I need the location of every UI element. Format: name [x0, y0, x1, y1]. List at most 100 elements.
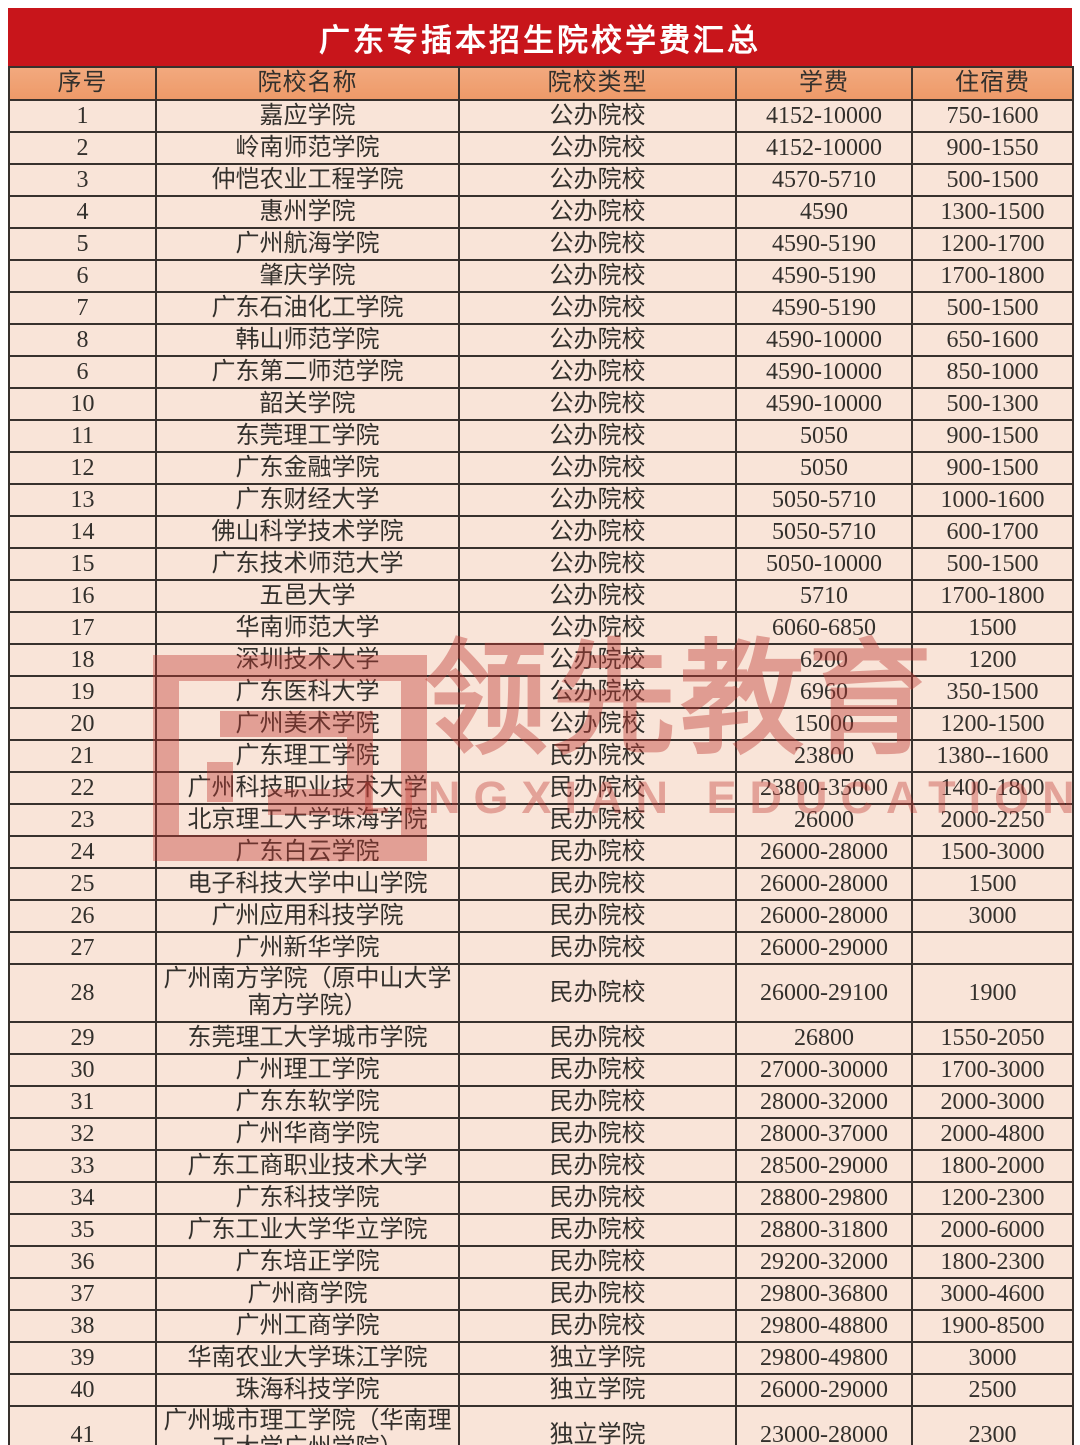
cell-tuition-fee: 4152-10000 — [735, 131, 913, 165]
cell-tuition-fee: 29800-49800 — [735, 1341, 913, 1375]
table-row: 4 惠州学院 公办院校 4590 1300-1500 — [8, 195, 1074, 229]
cell-accommodation-fee: 1300-1500 — [911, 195, 1074, 229]
cell-tuition-fee: 26000-28000 — [735, 899, 913, 933]
cell-serial-number: 24 — [8, 835, 157, 869]
cell-accommodation-fee: 1200-1500 — [911, 707, 1074, 741]
cell-institution-type: 公办院校 — [458, 259, 737, 293]
cell-institution-name: 佛山科学技术学院 — [155, 515, 460, 549]
cell-institution-type: 民办院校 — [458, 867, 737, 901]
table-row: 6 肇庆学院 公办院校 4590-5190 1700-1800 — [8, 259, 1074, 293]
cell-accommodation-fee: 2000-4800 — [911, 1117, 1074, 1151]
table-row: 16 五邑大学 公办院校 5710 1700-1800 — [8, 579, 1074, 613]
cell-accommodation-fee: 1380--1600 — [911, 739, 1074, 773]
cell-tuition-fee: 28800-29800 — [735, 1181, 913, 1215]
table-row: 34 广东科技学院 民办院校 28800-29800 1200-2300 — [8, 1181, 1074, 1215]
table-row: 30 广州理工学院 民办院校 27000-30000 1700-3000 — [8, 1053, 1074, 1087]
cell-institution-name: 珠海科技学院 — [155, 1373, 460, 1407]
cell-serial-number: 21 — [8, 739, 157, 773]
cell-institution-name: 广东财经大学 — [155, 483, 460, 517]
table-body: 1 嘉应学院 公办院校 4152-10000 750-1600 2 岭南师范学院 公办院校 41… — [8, 99, 1074, 1445]
table-row: 19 广东医科大学 公办院校 6960 350-1500 — [8, 675, 1074, 709]
cell-institution-name: 广州商学院 — [155, 1277, 460, 1311]
cell-institution-type: 民办院校 — [458, 963, 737, 1023]
cell-accommodation-fee: 2000-2250 — [911, 803, 1074, 837]
cell-institution-type: 公办院校 — [458, 163, 737, 197]
cell-serial-number: 33 — [8, 1149, 157, 1183]
cell-institution-name: 广州华商学院 — [155, 1117, 460, 1151]
cell-accommodation-fee: 1500 — [911, 611, 1074, 645]
cell-tuition-fee: 29800-48800 — [735, 1309, 913, 1343]
cell-institution-name: 广州城市理工学院（华南理工大学广州学院） — [155, 1405, 460, 1445]
cell-institution-type: 民办院校 — [458, 1085, 737, 1119]
table-row: 35 广东工业大学华立学院 民办院校 28800-31800 2000-6000 — [8, 1213, 1074, 1247]
cell-tuition-fee: 28500-29000 — [735, 1149, 913, 1183]
cell-accommodation-fee: 1800-2000 — [911, 1149, 1074, 1183]
cell-serial-number: 22 — [8, 771, 157, 805]
cell-institution-name: 惠州学院 — [155, 195, 460, 229]
table-row: 40 珠海科技学院 独立学院 26000-29000 2500 — [8, 1373, 1074, 1407]
cell-institution-type: 公办院校 — [458, 99, 737, 133]
cell-serial-number: 40 — [8, 1373, 157, 1407]
cell-accommodation-fee: 500-1500 — [911, 163, 1074, 197]
cell-institution-type: 公办院校 — [458, 387, 737, 421]
table-row: 29 东莞理工大学城市学院 民办院校 26800 1550-2050 — [8, 1021, 1074, 1055]
cell-institution-type: 公办院校 — [458, 451, 737, 485]
cell-tuition-fee: 5050-5710 — [735, 515, 913, 549]
cell-institution-type: 公办院校 — [458, 643, 737, 677]
table-row: 25 电子科技大学中山学院 民办院校 26000-28000 1500 — [8, 867, 1074, 901]
cell-tuition-fee: 28000-32000 — [735, 1085, 913, 1119]
cell-institution-type: 民办院校 — [458, 1117, 737, 1151]
cell-institution-name: 广东理工学院 — [155, 739, 460, 773]
cell-institution-type: 民办院校 — [458, 931, 737, 965]
cell-tuition-fee: 26800 — [735, 1021, 913, 1055]
cell-institution-name: 华南农业大学珠江学院 — [155, 1341, 460, 1375]
cell-accommodation-fee: 650-1600 — [911, 323, 1074, 357]
cell-tuition-fee: 23800 — [735, 739, 913, 773]
cell-tuition-fee: 4590-10000 — [735, 355, 913, 389]
table-row: 5 广州航海学院 公办院校 4590-5190 1200-1700 — [8, 227, 1074, 261]
cell-accommodation-fee: 900-1500 — [911, 451, 1074, 485]
cell-institution-name: 广州工商学院 — [155, 1309, 460, 1343]
cell-institution-type: 民办院校 — [458, 739, 737, 773]
cell-institution-name: 仲恺农业工程学院 — [155, 163, 460, 197]
table-row: 22 广州科技职业技术大学 民办院校 23800-35000 1400-1800 — [8, 771, 1074, 805]
cell-tuition-fee: 4590 — [735, 195, 913, 229]
cell-accommodation-fee: 2300 — [911, 1405, 1074, 1445]
cell-accommodation-fee: 500-1300 — [911, 387, 1074, 421]
cell-accommodation-fee: 1700-1800 — [911, 579, 1074, 613]
cell-institution-name: 广东白云学院 — [155, 835, 460, 869]
table-row: 18 深圳技术大学 公办院校 6200 1200 — [8, 643, 1074, 677]
cell-accommodation-fee: 1550-2050 — [911, 1021, 1074, 1055]
table-row: 21 广东理工学院 民办院校 23800 1380--1600 — [8, 739, 1074, 773]
cell-accommodation-fee: 1500-3000 — [911, 835, 1074, 869]
cell-tuition-fee: 28000-37000 — [735, 1117, 913, 1151]
cell-accommodation-fee: 600-1700 — [911, 515, 1074, 549]
cell-accommodation-fee: 1800-2300 — [911, 1245, 1074, 1279]
cell-tuition-fee: 26000-29000 — [735, 1373, 913, 1407]
cell-institution-type: 公办院校 — [458, 227, 737, 261]
cell-institution-type: 公办院校 — [458, 515, 737, 549]
tuition-table: 序号 院校名称 院校类型 学费 住宿费 1 嘉应学院 公办院校 4152-10000 7… — [8, 66, 1074, 1445]
cell-institution-name: 北京理工大学珠海学院 — [155, 803, 460, 837]
cell-serial-number: 6 — [8, 355, 157, 389]
cell-tuition-fee: 6200 — [735, 643, 913, 677]
table-row: 38 广州工商学院 民办院校 29800-48800 1900-8500 — [8, 1309, 1074, 1343]
cell-serial-number: 26 — [8, 899, 157, 933]
cell-serial-number: 19 — [8, 675, 157, 709]
column-header-dorm: 住宿费 — [911, 66, 1074, 101]
cell-serial-number: 18 — [8, 643, 157, 677]
cell-serial-number: 20 — [8, 707, 157, 741]
cell-serial-number: 36 — [8, 1245, 157, 1279]
cell-tuition-fee: 15000 — [735, 707, 913, 741]
cell-tuition-fee: 4590-5190 — [735, 291, 913, 325]
cell-serial-number: 30 — [8, 1053, 157, 1087]
table-row: 27 广州新华学院 民办院校 26000-29000 — [8, 931, 1074, 965]
table-row: 23 北京理工大学珠海学院 民办院校 26000 2000-2250 — [8, 803, 1074, 837]
cell-institution-type: 公办院校 — [458, 547, 737, 581]
cell-institution-name: 广东工业大学华立学院 — [155, 1213, 460, 1247]
cell-accommodation-fee: 1200-2300 — [911, 1181, 1074, 1215]
cell-institution-name: 广州新华学院 — [155, 931, 460, 965]
cell-tuition-fee: 6060-6850 — [735, 611, 913, 645]
cell-accommodation-fee: 3000 — [911, 1341, 1074, 1375]
cell-tuition-fee: 5050 — [735, 451, 913, 485]
